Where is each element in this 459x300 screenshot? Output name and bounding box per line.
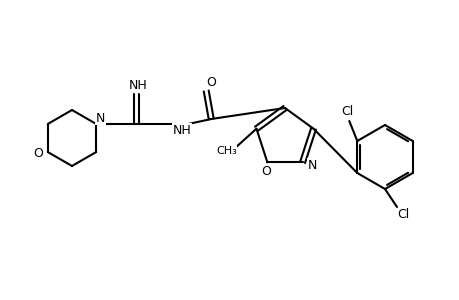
- Text: NH: NH: [173, 124, 191, 136]
- Text: O: O: [206, 76, 216, 88]
- Text: O: O: [33, 146, 43, 160]
- Text: O: O: [261, 165, 271, 178]
- Text: N: N: [307, 159, 317, 172]
- Text: Cl: Cl: [396, 208, 408, 221]
- Text: CH₃: CH₃: [216, 146, 236, 156]
- Text: Cl: Cl: [341, 104, 353, 118]
- Text: N: N: [95, 112, 105, 124]
- Text: NH: NH: [129, 79, 147, 92]
